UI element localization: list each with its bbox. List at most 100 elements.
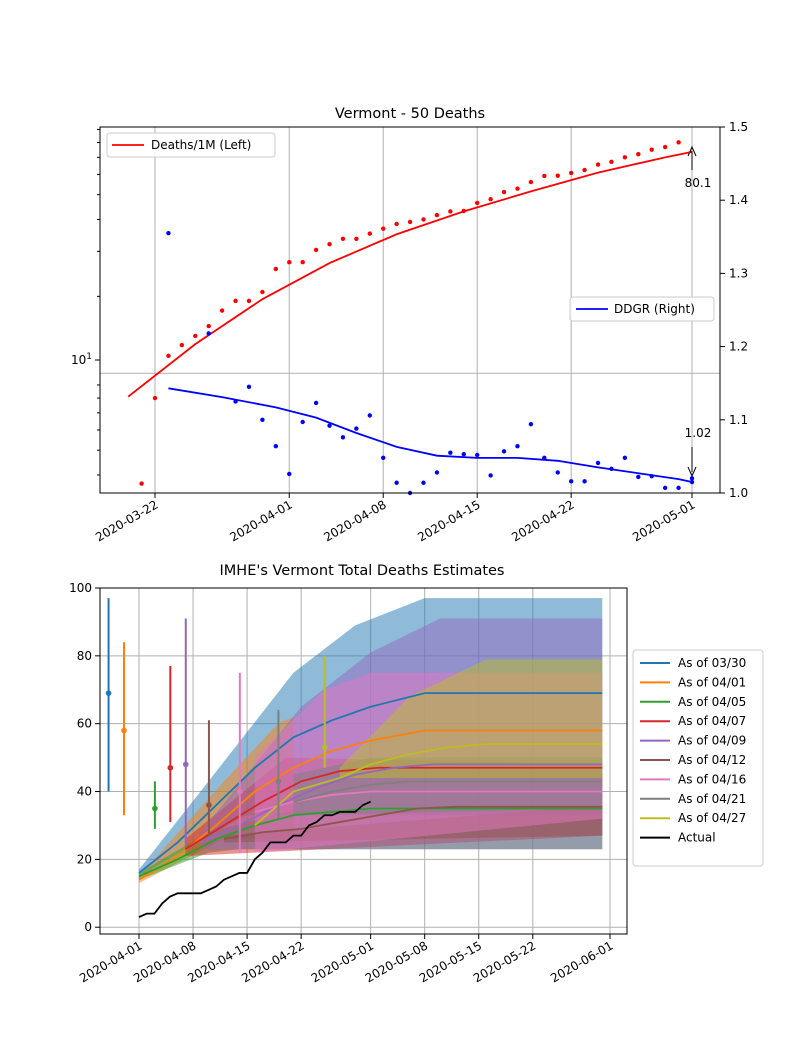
top-right-tick-label: 1.1 [729,413,748,427]
top-chart-title: Vermont - 50 Deaths [335,106,485,122]
bottom-chart-title: IMHE's Vermont Total Deaths Estimates [220,563,505,579]
bottom-legend-box [632,649,764,867]
top-x-ticks: 2020-03-22 2020-04-01 2020-04-08 2020-04-15… [93,493,698,544]
data-point [475,452,480,458]
top-chart: Vermont - 50 Deaths 101 1.01.11.21.31.41… [71,106,748,544]
errorbar-midpoint [121,727,127,734]
data-point [273,443,279,449]
data-point [381,226,386,231]
data-point [515,443,520,449]
top-right-tick-label: 1.5 [729,120,748,134]
top-left-y-tick-label: 101 [71,352,92,367]
data-point [555,173,560,178]
data-point [300,260,305,265]
data-point [327,241,332,247]
data-point [434,470,440,475]
data-point [233,298,238,304]
top-legend-left: Deaths/1M (Left) [106,132,276,158]
bottom-y-tick-label: 80 [77,649,92,663]
data-point [501,189,507,195]
legend-label: As of 04/16 [678,772,746,786]
data-point [421,217,426,222]
data-point [568,170,574,176]
data-point [313,400,319,406]
data-point [246,298,252,304]
top-plot-frame [99,126,721,494]
data-point [166,353,171,359]
top-x-tick-label: 2020-04-22 [509,497,576,544]
errorbar-midpoint [182,761,189,768]
data-point [676,485,681,491]
estimate-line [184,766,603,850]
errorbar-midpoint [152,805,158,812]
data-point [340,236,346,241]
estimate-line [254,790,603,813]
top-left-y-tick: 101 [71,352,100,367]
errorbar-midpoint [206,802,212,808]
bottom-legend: As of 03/30 As of 04/01 As of 04/05 As of 0… [632,649,764,867]
estimate-line [223,805,603,840]
annotation-deaths: 80.1 [685,145,712,190]
data-point [676,140,681,145]
estimate-line [138,692,603,874]
annotation-deaths-label: 80.1 [685,176,712,190]
data-point [662,144,668,150]
data-point [434,212,440,218]
data-point [354,236,359,241]
top-left-minor-ticks [97,128,100,476]
data-point [568,479,574,484]
legend-label: Actual [678,831,716,845]
bottom-y-tick-label: 100 [69,581,92,595]
legend-label: As of 04/07 [678,714,746,728]
legend-label: As of 04/01 [678,675,746,689]
data-point [166,230,171,236]
data-point [354,426,359,431]
legend-ddgr-label: DDGR (Right) [614,302,695,316]
data-point [488,196,493,202]
data-point [528,421,534,427]
data-point [501,449,507,454]
data-point [300,419,305,425]
legend-deaths-label: Deaths/1M (Left) [151,138,251,152]
estimate-line [293,780,603,803]
data-point [246,384,252,390]
data-point [193,333,198,339]
data-point [649,147,654,152]
errorbar-midpoint [105,690,112,696]
uncertainty-band [339,659,603,778]
data-point [340,435,346,440]
estimate-line [254,743,603,827]
legend-label: As of 04/27 [678,811,746,825]
data-point [461,452,466,457]
annotation-ddgr-label: 1.02 [685,426,712,440]
bottom-x-ticks: 2020-04-012020-04-082020-04-152020-04-22… [77,934,616,985]
data-point [636,152,641,157]
errorbar-midpoint [321,744,328,751]
bottom-plot-frame [99,587,628,935]
data-point [622,455,628,461]
data-point [260,289,265,295]
errorbar-midpoint [167,764,174,771]
data-point [273,266,279,272]
data-point [609,159,614,165]
data-point [636,474,641,480]
legend-label: As of 04/21 [678,792,746,806]
data-point [448,450,453,455]
legend-label: As of 04/09 [678,734,746,748]
data-point [407,219,413,225]
data-point [152,395,158,401]
bottom-y-tick-label: 20 [77,852,92,866]
bottom-y-ticks: 0 20 40 60 80 100 [69,581,100,934]
top-right-tick-label: 1.2 [729,340,748,354]
bottom-y-tick-label: 60 [77,717,92,731]
data-point [528,179,534,185]
data-point [179,342,185,348]
series-line [168,387,693,483]
errorbar-midpoint [237,788,243,795]
data-point [139,481,144,486]
bottom-lines [138,692,603,918]
data-point [367,231,372,236]
top-right-tick-label: 1.3 [729,266,748,280]
top-x-tick-label: 2020-04-08 [321,497,388,544]
data-point [542,173,547,179]
